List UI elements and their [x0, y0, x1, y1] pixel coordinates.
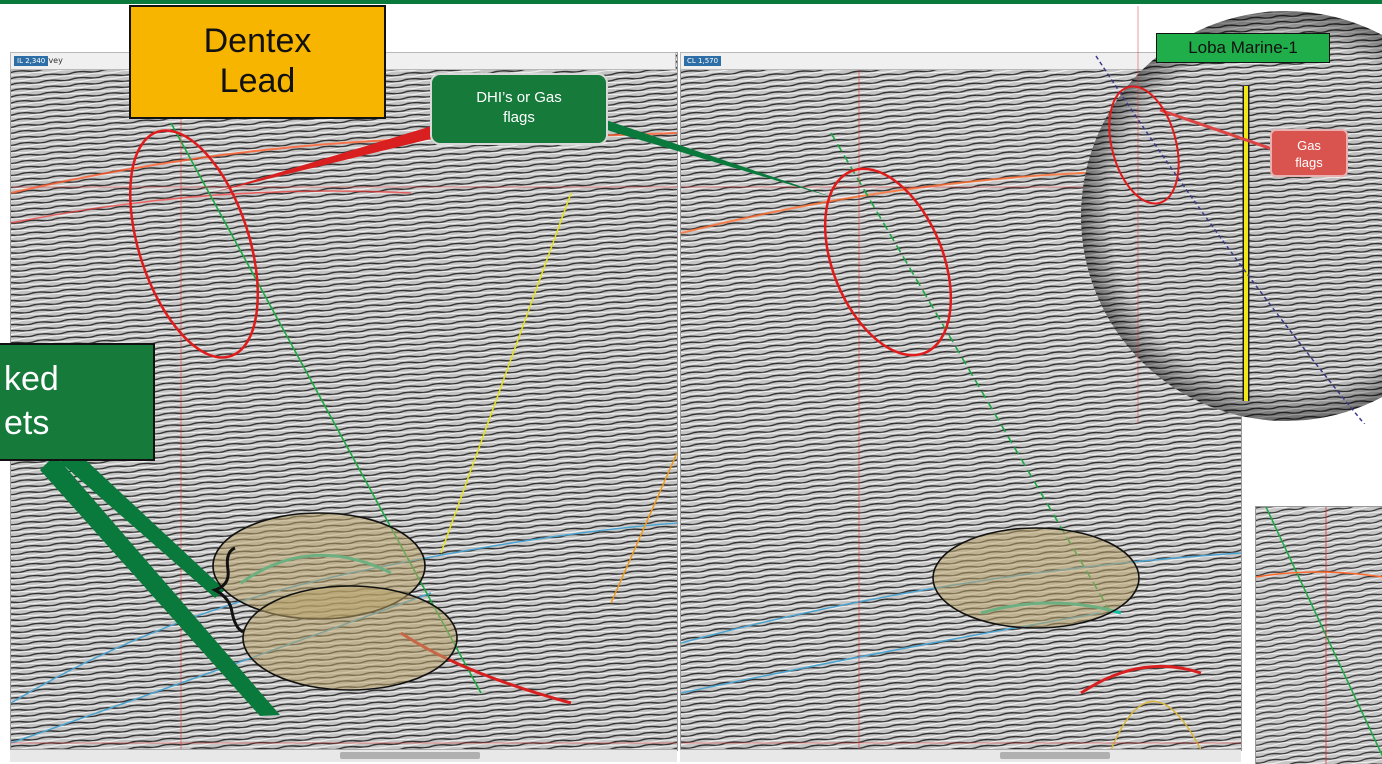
right-scrollbar[interactable]	[680, 749, 1241, 762]
top-accent-line	[0, 0, 1382, 4]
left-scrollbar-thumb[interactable]	[340, 752, 480, 759]
gas-line1: Gas	[1297, 138, 1321, 153]
dhi-line2: flags	[503, 109, 535, 126]
dhi-line1: DHI’s or Gas	[476, 89, 562, 106]
left-coord-label: IL 2,340	[14, 56, 49, 66]
stacked-targets-callout: ked ets	[0, 343, 155, 461]
magnifier-inset	[1066, 6, 1382, 424]
well-name-label: Loba Marine-1	[1156, 33, 1330, 63]
dentex-line1: Dentex	[203, 22, 312, 60]
survey-label: Survey	[35, 56, 63, 65]
stacked-line2: ets	[4, 404, 50, 442]
right-scrollbar-thumb[interactable]	[1000, 752, 1110, 759]
left-scrollbar[interactable]	[10, 749, 677, 762]
inset-seismic-panel	[1255, 506, 1382, 764]
right-coord-label: CL 1,570	[684, 56, 722, 66]
gas-flags-callout: Gas flags	[1270, 129, 1348, 177]
gas-line2: flags	[1295, 155, 1323, 170]
dentex-line2: Lead	[219, 62, 296, 100]
dhi-callout: DHI’s or Gas flags	[430, 73, 608, 145]
stacked-line1: ked	[4, 360, 59, 398]
dentex-lead-callout: Dentex Lead	[129, 5, 386, 119]
